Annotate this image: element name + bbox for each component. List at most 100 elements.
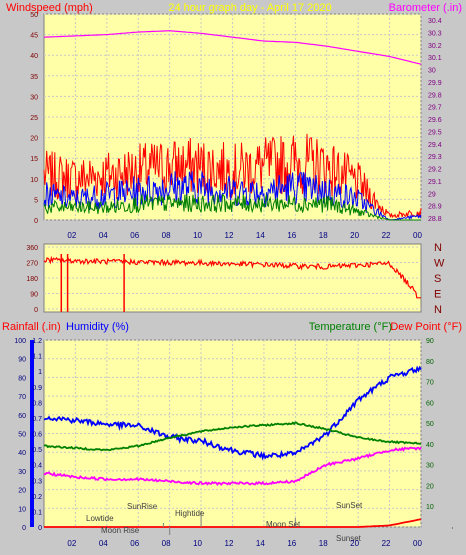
barometer-tick-label: 29.7 — [428, 105, 442, 112]
time-tick-label: 10 — [193, 231, 202, 240]
barometer-tick-label: 29.2 — [428, 167, 442, 174]
time-tick-label: 18 — [319, 539, 328, 548]
rainfall-tick-label: 0.1 — [32, 509, 42, 516]
time-tick-label: 18 — [319, 231, 328, 240]
humidity-tick-label: 80 — [18, 375, 26, 382]
barometer-tick-label: 28.8 — [428, 216, 442, 223]
compass-label: W — [434, 258, 445, 270]
rainfall-tick-label: 0.2 — [32, 494, 42, 501]
astro-events: Lowtide Moon Rise SunRise Hightide Moon Set S… — [86, 501, 453, 543]
humidity-tick-label: 100 — [14, 338, 26, 345]
temperature-tick-label: 30 — [426, 463, 434, 470]
time-tick-label: 08 — [162, 231, 171, 240]
rainfall-axis-label: Rainfall (.in) — [2, 321, 61, 333]
event-label: SunRise — [127, 502, 158, 511]
humidity-axis-label: Humidity (%) — [66, 321, 129, 333]
event-label: SunSet — [336, 501, 363, 510]
compass-label: S — [434, 273, 441, 285]
wind-low-trace — [43, 193, 421, 221]
temperature-tick-label: 70 — [426, 380, 434, 387]
rainfall-tick-label: 1.2 — [32, 338, 42, 345]
barometer-tick-label: 28.9 — [428, 204, 442, 211]
barometer-tick-label: 30.1 — [428, 55, 442, 62]
barometer-tick-label: 29.4 — [428, 142, 442, 149]
direction-left-ticks: 360 270 180 90 0 — [26, 245, 38, 314]
wind-direction-line — [43, 255, 421, 299]
rainfall-tick-label: 0.4 — [32, 463, 42, 470]
humidity-tick-label: 70 — [18, 394, 26, 401]
humidity-tick-label: 60 — [18, 413, 26, 420]
windspeed-tick-label: 5 — [34, 197, 38, 204]
event-label: Lowtide — [86, 514, 114, 523]
barometer-tick-label: 30.2 — [428, 43, 442, 50]
windspeed-axis-label: Windspeed (mph) — [6, 2, 93, 14]
temp-series — [43, 365, 422, 528]
barometer-tick-label: 30.4 — [428, 18, 442, 25]
time-tick-label: 04 — [99, 539, 108, 548]
direction-tick-label: 270 — [26, 261, 38, 268]
dewpoint-line — [43, 446, 422, 486]
humidity-tick-label: 20 — [18, 488, 26, 495]
event-label: Moon Rise — [101, 526, 140, 535]
windspeed-tick-label: 10 — [30, 177, 38, 184]
windspeed-tick-label: 20 — [30, 136, 38, 143]
barometer-line — [43, 30, 422, 65]
barometer-tick-label: 29.8 — [428, 92, 442, 99]
temperature-tick-label: 80 — [426, 359, 434, 366]
temp-x-ticks: 02 04 06 08 10 12 14 16 18 20 22 00 — [67, 539, 422, 548]
barometer-tick-label: 29.6 — [428, 117, 442, 124]
compass-label: N — [434, 304, 442, 316]
humidity-tick-label: 50 — [18, 432, 26, 439]
barometer-tick-label: 29 — [428, 191, 436, 198]
humidity-tick-label: 40 — [18, 450, 26, 457]
temperature-tick-label: 90 — [426, 338, 434, 345]
compass-label: N — [434, 242, 442, 254]
time-tick-label: 16 — [287, 231, 296, 240]
direction-grid — [44, 246, 421, 310]
temperature-line — [43, 421, 422, 452]
barometer-tick-label: 29.1 — [428, 179, 442, 186]
windspeed-tick-label: 30 — [30, 94, 38, 101]
time-tick-label: 12 — [225, 231, 234, 240]
time-tick-label: 02 — [67, 231, 76, 240]
wind-series — [43, 30, 422, 221]
temperature-tick-label: 50 — [426, 421, 434, 428]
humidity-tick-label: 10 — [18, 506, 26, 513]
direction-tick-label: 90 — [30, 292, 38, 299]
dewpoint-axis-label: Dew Point (°F) — [390, 321, 462, 333]
graph-title: 24 hour graph day - April 17 2020 — [168, 2, 331, 14]
rainfall-tick-label: 0.3 — [32, 478, 42, 485]
windspeed-tick-label: 0 — [34, 218, 38, 225]
temperature-tick-label: 20 — [426, 483, 434, 490]
time-tick-label: 20 — [350, 539, 359, 548]
direction-series — [43, 254, 421, 312]
rainfall-tick-label: 0.5 — [32, 447, 42, 454]
rainfall-tick-label: 0.8 — [32, 400, 42, 407]
time-tick-label: 02 — [67, 539, 76, 548]
barometer-tick-label: 30 — [428, 68, 436, 75]
barometer-tick-label: 29.9 — [428, 80, 442, 87]
event-label: Sunset — [336, 534, 362, 543]
time-tick-label: 16 — [287, 539, 296, 548]
time-tick-label: 04 — [99, 231, 108, 240]
time-tick-label: 20 — [350, 231, 359, 240]
time-tick-label: 06 — [130, 539, 139, 548]
wind-avg-trace — [43, 171, 422, 221]
barometer-tick-label: 29.3 — [428, 154, 442, 161]
time-tick-label: 00 — [413, 539, 422, 548]
rainfall-line — [44, 518, 422, 528]
humidity-tick-label: 30 — [18, 469, 26, 476]
time-tick-label: 08 — [162, 539, 171, 548]
time-tick-label: 12 — [225, 539, 234, 548]
time-tick-label: 06 — [130, 231, 139, 240]
humidity-line — [43, 365, 422, 461]
time-tick-label: 14 — [256, 539, 265, 548]
temperature-tick-label: 10 — [426, 504, 434, 511]
rainfall-tick-label: 0.7 — [32, 416, 42, 423]
rainfall-tick-label: 1 — [38, 369, 42, 376]
temperature-tick-label: 60 — [426, 400, 434, 407]
